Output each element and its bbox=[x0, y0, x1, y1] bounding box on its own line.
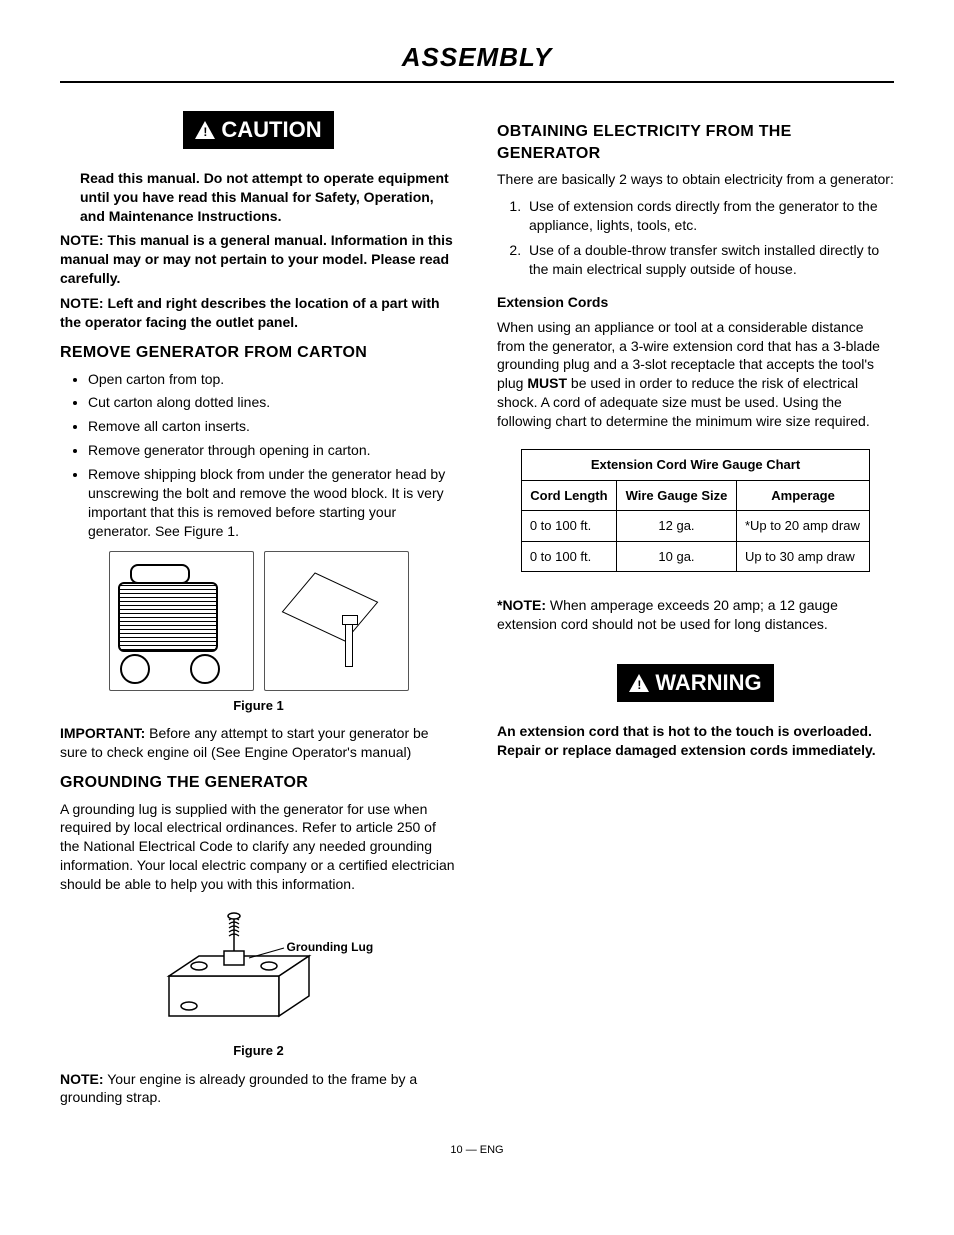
list-item: Use of extension cords directly from the… bbox=[525, 197, 894, 235]
chart-cell: *Up to 20 amp draw bbox=[736, 511, 869, 542]
chart-footnote: *NOTE: When amperage exceeds 20 amp; a 1… bbox=[497, 596, 894, 634]
warning-banner: WARNING bbox=[617, 664, 773, 702]
heading-grounding: GROUNDING THE GENERATOR bbox=[60, 772, 457, 794]
page-title: ASSEMBLY bbox=[60, 40, 894, 83]
remove-generator-list: Open carton from top. Cut carton along d… bbox=[60, 370, 457, 541]
list-item: Remove generator through opening in cart… bbox=[88, 441, 457, 460]
figure-1-illustration bbox=[109, 551, 409, 691]
chart-header: Amperage bbox=[736, 480, 869, 511]
note-label: NOTE: bbox=[60, 1071, 104, 1087]
chart-note-text: When amperage exceeds 20 amp; a 12 gauge… bbox=[497, 597, 838, 632]
obtain-intro: There are basically 2 ways to obtain ele… bbox=[497, 170, 894, 189]
left-column: CAUTION Read this manual. Do not attempt… bbox=[60, 111, 457, 1113]
warning-label: WARNING bbox=[655, 668, 761, 698]
chart-cell: 10 ga. bbox=[617, 541, 737, 572]
caution-text: Read this manual. Do not attempt to oper… bbox=[60, 169, 457, 226]
chart-cell: 0 to 100 ft. bbox=[521, 511, 616, 542]
note-left-right: NOTE: Left and right describes the locat… bbox=[60, 294, 457, 332]
chart-cell: 0 to 100 ft. bbox=[521, 541, 616, 572]
caution-banner: CAUTION bbox=[183, 111, 333, 149]
important-note: IMPORTANT: Before any attempt to start y… bbox=[60, 724, 457, 762]
warning-icon bbox=[629, 674, 649, 692]
heading-remove-generator: REMOVE GENERATOR FROM CARTON bbox=[60, 342, 457, 364]
chart-header: Cord Length bbox=[521, 480, 616, 511]
list-item: Remove all carton inserts. bbox=[88, 417, 457, 436]
list-item: Open carton from top. bbox=[88, 370, 457, 389]
grounding-lug-label: Grounding Lug bbox=[287, 939, 374, 955]
figure-2-illustration: Grounding Lug bbox=[129, 906, 389, 1036]
content-columns: CAUTION Read this manual. Do not attempt… bbox=[60, 111, 894, 1113]
chart-title: Extension Cord Wire Gauge Chart bbox=[521, 449, 869, 480]
figure-1-caption: Figure 1 bbox=[60, 697, 457, 715]
list-item: Use of a double-throw transfer switch in… bbox=[525, 241, 894, 279]
note-general-manual: NOTE: This manual is a general manual. I… bbox=[60, 231, 457, 288]
chart-cell: 12 ga. bbox=[617, 511, 737, 542]
extension-cords-text: When using an appliance or tool at a con… bbox=[497, 318, 894, 431]
caution-icon bbox=[195, 121, 215, 139]
list-item: Cut carton along dotted lines. bbox=[88, 393, 457, 412]
warning-text: An extension cord that is hot to the tou… bbox=[497, 722, 894, 760]
note-grounding-strap: NOTE: Your engine is already grounded to… bbox=[60, 1070, 457, 1108]
page-footer: 10 — ENG bbox=[60, 1143, 894, 1158]
caution-label: CAUTION bbox=[221, 115, 321, 145]
chart-cell: Up to 30 amp draw bbox=[736, 541, 869, 572]
figure-2-caption: Figure 2 bbox=[60, 1042, 457, 1060]
right-column: OBTAINING ELECTRICITY FROM THE GENERATOR… bbox=[497, 111, 894, 1113]
chart-header: Wire Gauge Size bbox=[617, 480, 737, 511]
grounding-text: A grounding lug is supplied with the gen… bbox=[60, 800, 457, 894]
wire-gauge-chart: Extension Cord Wire Gauge Chart Cord Len… bbox=[521, 449, 870, 572]
heading-obtaining-electricity: OBTAINING ELECTRICITY FROM THE GENERATOR bbox=[497, 121, 894, 164]
chart-note-label: *NOTE: bbox=[497, 597, 546, 613]
list-item: Remove shipping block from under the gen… bbox=[88, 465, 457, 541]
ext-must: MUST bbox=[527, 375, 567, 391]
note-text: Your engine is already grounded to the f… bbox=[60, 1071, 417, 1106]
heading-extension-cords: Extension Cords bbox=[497, 293, 894, 312]
obtain-steps: Use of extension cords directly from the… bbox=[497, 197, 894, 279]
important-label: IMPORTANT: bbox=[60, 725, 145, 741]
